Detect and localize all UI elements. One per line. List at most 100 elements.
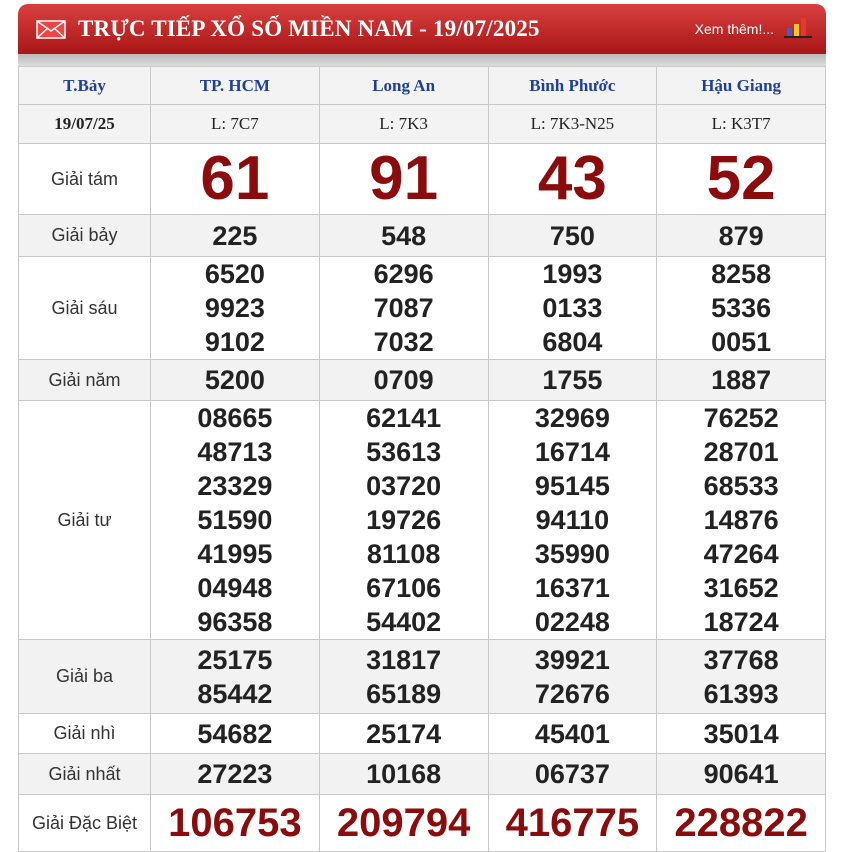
prize-number: 62141 (366, 403, 442, 433)
prize-number: 879 (718, 220, 764, 251)
prize-cell: 27223 (150, 753, 320, 795)
province-link[interactable]: Hậu Giang (656, 66, 826, 105)
prize-number: 18724 (703, 607, 779, 637)
prize-number: 39921 (534, 644, 610, 675)
prize-number: 35014 (703, 718, 779, 749)
date-row: 19/07/25 L: 7C7 L: 7K3 L: 7K3-N25 L: K3T7 (18, 104, 826, 144)
prize-number: 52 (706, 144, 776, 213)
prize-row: Giải nhì 54682 25174 45401 35014 (18, 713, 826, 754)
prize-number: 61393 (703, 678, 779, 709)
prize-label: Giải sáu (18, 256, 151, 360)
ticket-code: L: 7C7 (150, 104, 320, 144)
results-table: T.Bảy TP. HCM Long An Bình Phước Hậu Giang 19… (18, 66, 826, 852)
prize-cell: 06737 (487, 753, 658, 795)
prize-cell: 32969 16714 95145 94110 35990 16371 02248 (487, 400, 658, 640)
province-link[interactable]: TP. HCM (150, 66, 320, 105)
prize-label: Giải Đặc Biệt (18, 794, 151, 852)
prize-row: Giải tám 61 91 43 52 (18, 143, 826, 215)
prize-number: 1887 (711, 365, 772, 395)
prize-label: Giải bảy (18, 214, 151, 257)
prize-cell: 35014 (656, 713, 826, 754)
prize-number: 31652 (703, 573, 779, 603)
prize-label: Giải năm (18, 359, 151, 401)
prize-number: 35990 (534, 539, 610, 569)
prize-number: 5200 (204, 365, 265, 395)
prize-number: 7087 (373, 293, 434, 323)
prize-number: 31817 (366, 644, 442, 675)
prize-number: 225 (212, 220, 258, 251)
prize-number: 10168 (366, 759, 442, 789)
prize-number: 81108 (366, 539, 441, 569)
prize-number: 85442 (197, 678, 273, 709)
ticket-code: L: K3T7 (656, 104, 826, 144)
prize-cell: 08665 48713 23329 51590 41995 04948 96358 (150, 400, 320, 640)
prize-number: 416775 (505, 801, 640, 845)
prize-number: 37768 (703, 644, 779, 675)
prize-number: 72676 (534, 678, 610, 709)
prize-number: 6804 (542, 327, 603, 357)
divider (18, 54, 826, 66)
province-link[interactable]: Long An (318, 66, 489, 105)
prize-number: 95145 (534, 471, 610, 501)
prize-row: Giải tư 08665 48713 23329 51590 41995 04948 963… (18, 400, 826, 640)
prize-cell: 106753 (150, 794, 320, 852)
see-more-link[interactable]: Xem thêm!... (694, 21, 774, 37)
prize-cell: 750 (487, 214, 658, 257)
prize-number: 94110 (535, 505, 610, 535)
prize-number: 6520 (204, 259, 265, 289)
prize-number: 90641 (703, 759, 779, 789)
prize-number: 7032 (373, 327, 434, 357)
bar-chart-icon[interactable] (784, 16, 812, 43)
province-link[interactable]: Bình Phước (487, 66, 658, 105)
results-panel: TRỰC TIẾP XỔ SỐ MIỀN NAM - 19/07/2025 Xe… (18, 4, 826, 852)
prize-cell: 8258 5336 0051 (656, 256, 826, 360)
prize-number: 27223 (197, 759, 273, 789)
prize-number: 750 (549, 220, 595, 251)
prize-number: 9923 (204, 293, 265, 323)
prize-number: 04948 (197, 573, 273, 603)
header-bar: TRỰC TIẾP XỔ SỐ MIỀN NAM - 19/07/2025 Xe… (18, 4, 826, 54)
prize-cell: 52 (656, 143, 826, 215)
prize-number: 65189 (366, 678, 442, 709)
prize-cell: 45401 (487, 713, 658, 754)
prize-number: 9102 (204, 327, 265, 357)
prize-number: 02248 (534, 607, 610, 637)
prize-cell: 1755 (487, 359, 658, 401)
prize-cell: 5200 (150, 359, 320, 401)
draw-date: 19/07/25 (18, 104, 151, 144)
prize-number: 0133 (542, 293, 603, 323)
prize-number: 23329 (197, 471, 273, 501)
prize-number: 03720 (366, 471, 442, 501)
prize-cell: 225 (150, 214, 320, 257)
prize-number: 32969 (534, 403, 610, 433)
prize-number: 16371 (534, 573, 610, 603)
prize-cell: 54682 (150, 713, 320, 754)
prize-cell: 62141 53613 03720 19726 81108 67106 54402 (318, 400, 489, 640)
page-title: TRỰC TIẾP XỔ SỐ MIỀN NAM - 19/07/2025 (78, 16, 540, 41)
prize-number: 08665 (197, 403, 273, 433)
prize-number: 548 (381, 220, 427, 251)
prize-number: 51590 (197, 505, 273, 535)
prize-cell: 6520 9923 9102 (150, 256, 320, 360)
prize-row: Giải ba 25175 85442 31817 65189 39921 72676 377… (18, 639, 826, 714)
prize-number: 53613 (366, 437, 442, 467)
prize-row: Giải nhất 27223 10168 06737 90641 (18, 753, 826, 795)
prize-number: 1993 (542, 259, 603, 289)
prize-cell: 91 (318, 143, 489, 215)
prize-label: Giải nhất (18, 753, 151, 795)
ticket-code: L: 7K3-N25 (487, 104, 658, 144)
day-label: T.Bảy (18, 66, 151, 105)
prize-number: 91 (369, 144, 439, 213)
prize-cell: 37768 61393 (656, 639, 826, 714)
prize-number: 76252 (703, 403, 779, 433)
prize-number: 61 (200, 144, 270, 213)
prize-number: 106753 (168, 801, 302, 845)
prize-number: 06737 (534, 759, 610, 789)
prize-cell: 31817 65189 (318, 639, 489, 714)
prize-cell: 548 (318, 214, 489, 257)
prize-cell: 25174 (318, 713, 489, 754)
prize-label: Giải ba (18, 639, 151, 714)
prize-cell: 61 (150, 143, 320, 215)
prize-number: 8258 (711, 259, 772, 289)
prize-number: 0051 (711, 327, 772, 357)
